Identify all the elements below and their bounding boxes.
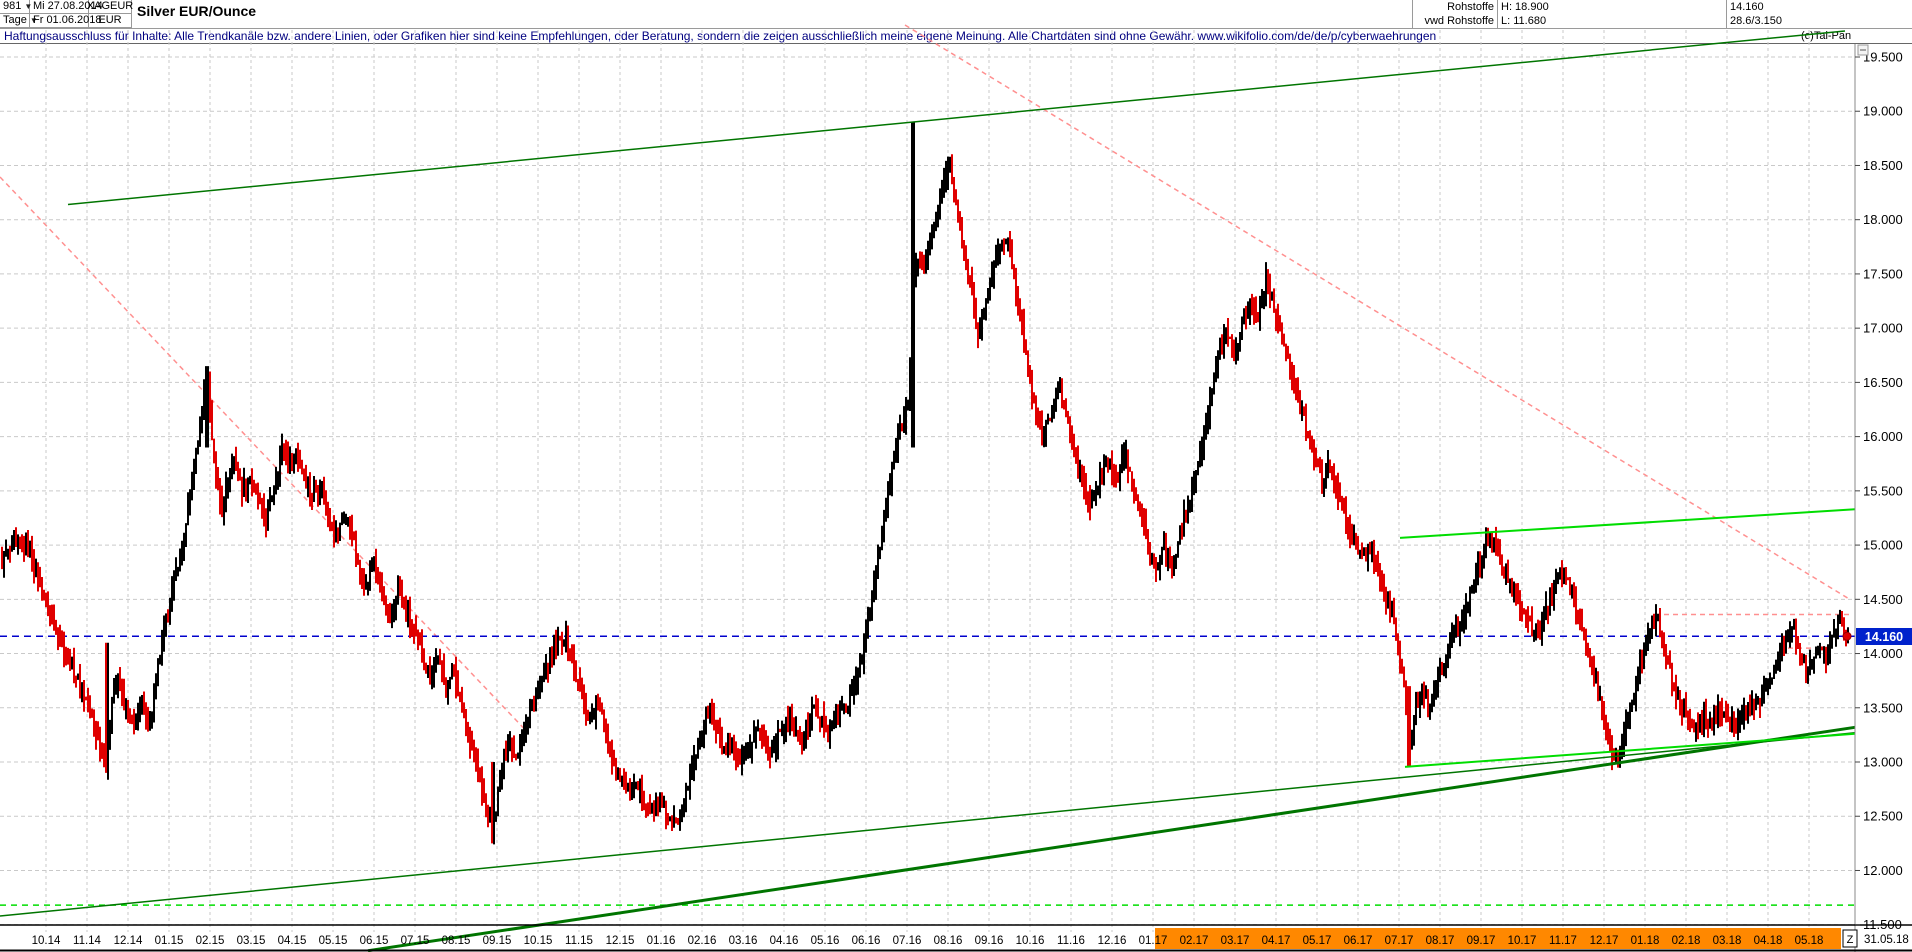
x-axis-label: 06.15 — [360, 935, 389, 947]
x-axis-label: 12.15 — [606, 935, 635, 947]
y-axis-label: 17.000 — [1863, 321, 1903, 336]
end-date-label: 31.05.18 — [1864, 934, 1909, 946]
x-axis-label: 07.17 — [1385, 935, 1414, 947]
y-axis-label: 11.500 — [1863, 917, 1902, 932]
last-price-marker — [1842, 631, 1852, 641]
x-axis-label: 10.14 — [32, 935, 61, 947]
x-axis-label: 05.15 — [319, 935, 348, 947]
x-axis-label: 08.17 — [1426, 935, 1455, 947]
x-axis-label: 01.15 — [155, 935, 184, 947]
x-axis-label: 03.18 — [1713, 935, 1742, 947]
y-axis-label: 13.000 — [1863, 755, 1903, 770]
x-axis-label: 10.17 — [1508, 935, 1537, 947]
x-axis-label: 01.17 — [1139, 935, 1168, 947]
taipan-watermark: (c)Tai-Pan — [1801, 30, 1852, 42]
x-axis-label: 10.15 — [524, 935, 553, 947]
x-axis-label: 01.16 — [647, 935, 676, 947]
y-axis[interactable]: 19.500 19.000 18.500 18.000 17.500 17.000 16.5… — [1855, 50, 1903, 933]
y-axis-label: 14.000 — [1863, 646, 1903, 661]
y-axis-label: 18.000 — [1863, 212, 1903, 227]
last-price-badge: 14.160 — [1856, 628, 1912, 645]
y-axis-label: 13.500 — [1863, 700, 1903, 715]
currency-code: EUR — [89, 14, 132, 28]
bars-count-value: 981 — [3, 0, 22, 12]
x-axis-label: 09.16 — [975, 935, 1004, 947]
last-price-badge-text: 14.160 — [1865, 630, 1903, 644]
x-axis-label: 12.14 — [114, 935, 143, 947]
bars-count-dropdown[interactable]: 981 ▼ — [0, 0, 33, 14]
x-axis-label: 03.15 — [237, 935, 266, 947]
y-axis-label: 18.500 — [1863, 158, 1903, 173]
date-from: Mi 27.08.2014 — [30, 0, 103, 14]
x-axis-label: 02.18 — [1672, 935, 1701, 947]
y-axis-label: 19.000 — [1863, 104, 1903, 119]
y-axis-label: 16.000 — [1863, 429, 1903, 444]
x-axis-label: 08.15 — [442, 935, 471, 947]
low-value: L: 11.680 — [1498, 14, 1727, 28]
z-button[interactable]: Z — [1842, 929, 1858, 948]
x-axis-label: 08.16 — [934, 935, 963, 947]
x-axis-label: 04.16 — [770, 935, 799, 947]
x-axis-label: 04.18 — [1754, 935, 1783, 947]
y-axis-label: 19.500 — [1863, 50, 1903, 65]
x-axis-label: 07.16 — [893, 935, 922, 947]
symbol-code: XAGEUR — [86, 0, 134, 14]
x-axis-label: 03.16 — [729, 935, 758, 947]
feed-name-2: vwd Rohstoffe — [1412, 14, 1498, 28]
x-axis-label: 09.17 — [1467, 935, 1496, 947]
y-axis-label: 12.500 — [1863, 809, 1903, 824]
y-axis-label: 14.500 — [1863, 592, 1903, 607]
date-to: Fr 01.06.2018 — [30, 14, 102, 28]
dashed-trend-lines — [0, 24, 1855, 906]
x-axis-label: 04.15 — [278, 935, 307, 947]
period-value: Tage — [3, 14, 27, 26]
x-axis-label: 07.15 — [401, 935, 430, 947]
chevron-down-icon: ▼ — [24, 2, 33, 11]
feed-name: Rohstoffe — [1412, 0, 1498, 14]
x-axis-label: 02.16 — [688, 935, 717, 947]
x-axis-label: 02.17 — [1180, 935, 1209, 947]
x-axis-label: 05.17 — [1303, 935, 1332, 947]
z-button-label: Z — [1847, 934, 1854, 946]
x-axis-label: 06.16 — [852, 935, 881, 947]
y-axis-label: 17.500 — [1863, 266, 1903, 281]
collapse-icon[interactable] — [1857, 44, 1869, 56]
x-axis-label: 03.17 — [1221, 935, 1250, 947]
period-dropdown[interactable]: Tage ▼ — [0, 14, 38, 28]
y-axis-label: 16.500 — [1863, 375, 1903, 390]
x-axis-label: 02.15 — [196, 935, 225, 947]
y-axis-label: 15.000 — [1863, 538, 1903, 553]
x-axis-label: 10.16 — [1016, 935, 1045, 947]
x-axis-highlight-band — [1155, 928, 1841, 949]
x-axis-label: 11.15 — [565, 935, 593, 947]
x-axis-label: 12.17 — [1590, 935, 1619, 947]
high-value: H: 18.900 — [1498, 0, 1727, 14]
x-axis[interactable]: 10.14 11.14 12.14 01.15 02.15 03.15 04.15 05.15… — [32, 935, 1824, 947]
x-axis-label: 01.18 — [1631, 935, 1660, 947]
x-axis-label: 05.16 — [811, 935, 840, 947]
price-bars — [1, 122, 1849, 845]
disclaimer-text: Haftungsausschluss für Inhalte: Alle Tre… — [4, 29, 1437, 43]
solid-trend-lines — [0, 30, 1856, 952]
y-axis-label: 15.500 — [1863, 483, 1903, 498]
last-value: 14.160 — [1730, 0, 1764, 13]
x-axis-label: 09.15 — [483, 935, 512, 947]
x-axis-label: 11.17 — [1549, 935, 1577, 947]
chevron-down-icon: ▼ — [29, 16, 38, 25]
spread-value: 28.6/3.150 — [1730, 14, 1782, 27]
x-axis-label: 11.14 — [73, 935, 102, 947]
x-axis-label: 11.16 — [1057, 935, 1085, 947]
chart-title: Silver EUR/Ounce — [137, 2, 257, 19]
axis-frame — [0, 44, 1912, 952]
y-axis-label: 12.000 — [1863, 863, 1903, 878]
x-axis-label: 06.17 — [1344, 935, 1373, 947]
x-axis-label: 05.18 — [1795, 935, 1824, 947]
x-axis-label: 04.17 — [1262, 935, 1291, 947]
x-axis-label: 12.16 — [1098, 935, 1127, 947]
header-divider — [0, 28, 1912, 29]
chart-top-border — [0, 43, 1912, 44]
